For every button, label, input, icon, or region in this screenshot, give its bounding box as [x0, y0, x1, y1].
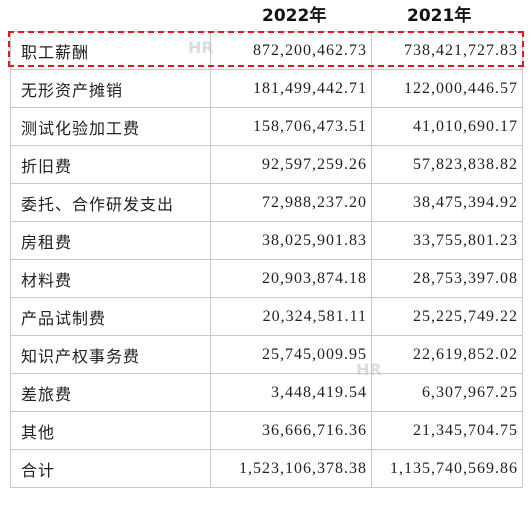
value-2022: 25,745,009.95: [210, 335, 372, 374]
value-2022: 38,025,901.83: [210, 221, 372, 260]
value-2021: 38,475,394.92: [371, 183, 523, 222]
value-2021: 21,345,704.75: [371, 411, 523, 450]
value-2021: 738,421,727.83: [371, 31, 523, 70]
row-label: 无形资产摊销: [10, 69, 211, 108]
table-row: 材料费 20,903,874.18 28,753,397.08: [10, 259, 523, 298]
row-label: 产品试制费: [10, 297, 211, 336]
row-label: 测试化验加工费: [10, 107, 211, 146]
table-row: 知识产权事务费 25,745,009.95 22,619,852.02: [10, 335, 523, 374]
value-2021: 57,823,838.82: [371, 145, 523, 184]
value-2021: 25,225,749.22: [371, 297, 523, 336]
value-2022: 158,706,473.51: [210, 107, 372, 146]
table-row: 职工薪酬 872,200,462.73 738,421,727.83: [10, 31, 523, 70]
table-row: 委托、合作研发支出 72,988,237.20 38,475,394.92: [10, 183, 523, 222]
row-label: 知识产权事务费: [10, 335, 211, 374]
value-2021: 41,010,690.17: [371, 107, 523, 146]
value-2022: 1,523,106,378.38: [210, 449, 372, 488]
table-row: 测试化验加工费 158,706,473.51 41,010,690.17: [10, 107, 523, 146]
value-2022: 20,903,874.18: [210, 259, 372, 298]
column-header-2022: 2022年: [262, 6, 327, 26]
table-row: 产品试制费 20,324,581.11 25,225,749.22: [10, 297, 523, 336]
row-label: 材料费: [10, 259, 211, 298]
row-label: 合计: [10, 449, 211, 488]
row-label: 其他: [10, 411, 211, 450]
value-2021: 1,135,740,569.86: [371, 449, 523, 488]
value-2022: 20,324,581.11: [210, 297, 372, 336]
table-row-total: 合计 1,523,106,378.38 1,135,740,569.86: [10, 449, 523, 488]
row-label: 差旅费: [10, 373, 211, 412]
table-row: 差旅费 3,448,419.54 6,307,967.25: [10, 373, 523, 412]
value-2022: 72,988,237.20: [210, 183, 372, 222]
table-row: 房租费 38,025,901.83 33,755,801.23: [10, 221, 523, 260]
value-2022: 181,499,442.71: [210, 69, 372, 108]
value-2021: 22,619,852.02: [371, 335, 523, 374]
row-label: 房租费: [10, 221, 211, 260]
table-row: 无形资产摊销 181,499,442.71 122,000,446.57: [10, 69, 523, 108]
table-row: 折旧费 92,597,259.26 57,823,838.82: [10, 145, 523, 184]
table-header: 2022年 2021年: [0, 0, 532, 30]
value-2022: 872,200,462.73: [210, 31, 372, 70]
table-row: 其他 36,666,716.36 21,345,704.75: [10, 411, 523, 450]
value-2022: 3,448,419.54: [210, 373, 372, 412]
value-2021: 33,755,801.23: [371, 221, 523, 260]
value-2021: 122,000,446.57: [371, 69, 523, 108]
value-2022: 36,666,716.36: [210, 411, 372, 450]
value-2021: 6,307,967.25: [371, 373, 523, 412]
value-2021: 28,753,397.08: [371, 259, 523, 298]
value-2022: 92,597,259.26: [210, 145, 372, 184]
rd-expense-table: 职工薪酬 872,200,462.73 738,421,727.83 无形资产摊…: [10, 31, 523, 488]
row-label: 折旧费: [10, 145, 211, 184]
row-label: 委托、合作研发支出: [10, 183, 211, 222]
column-header-2021: 2021年: [407, 6, 472, 26]
row-label: 职工薪酬: [10, 31, 211, 70]
